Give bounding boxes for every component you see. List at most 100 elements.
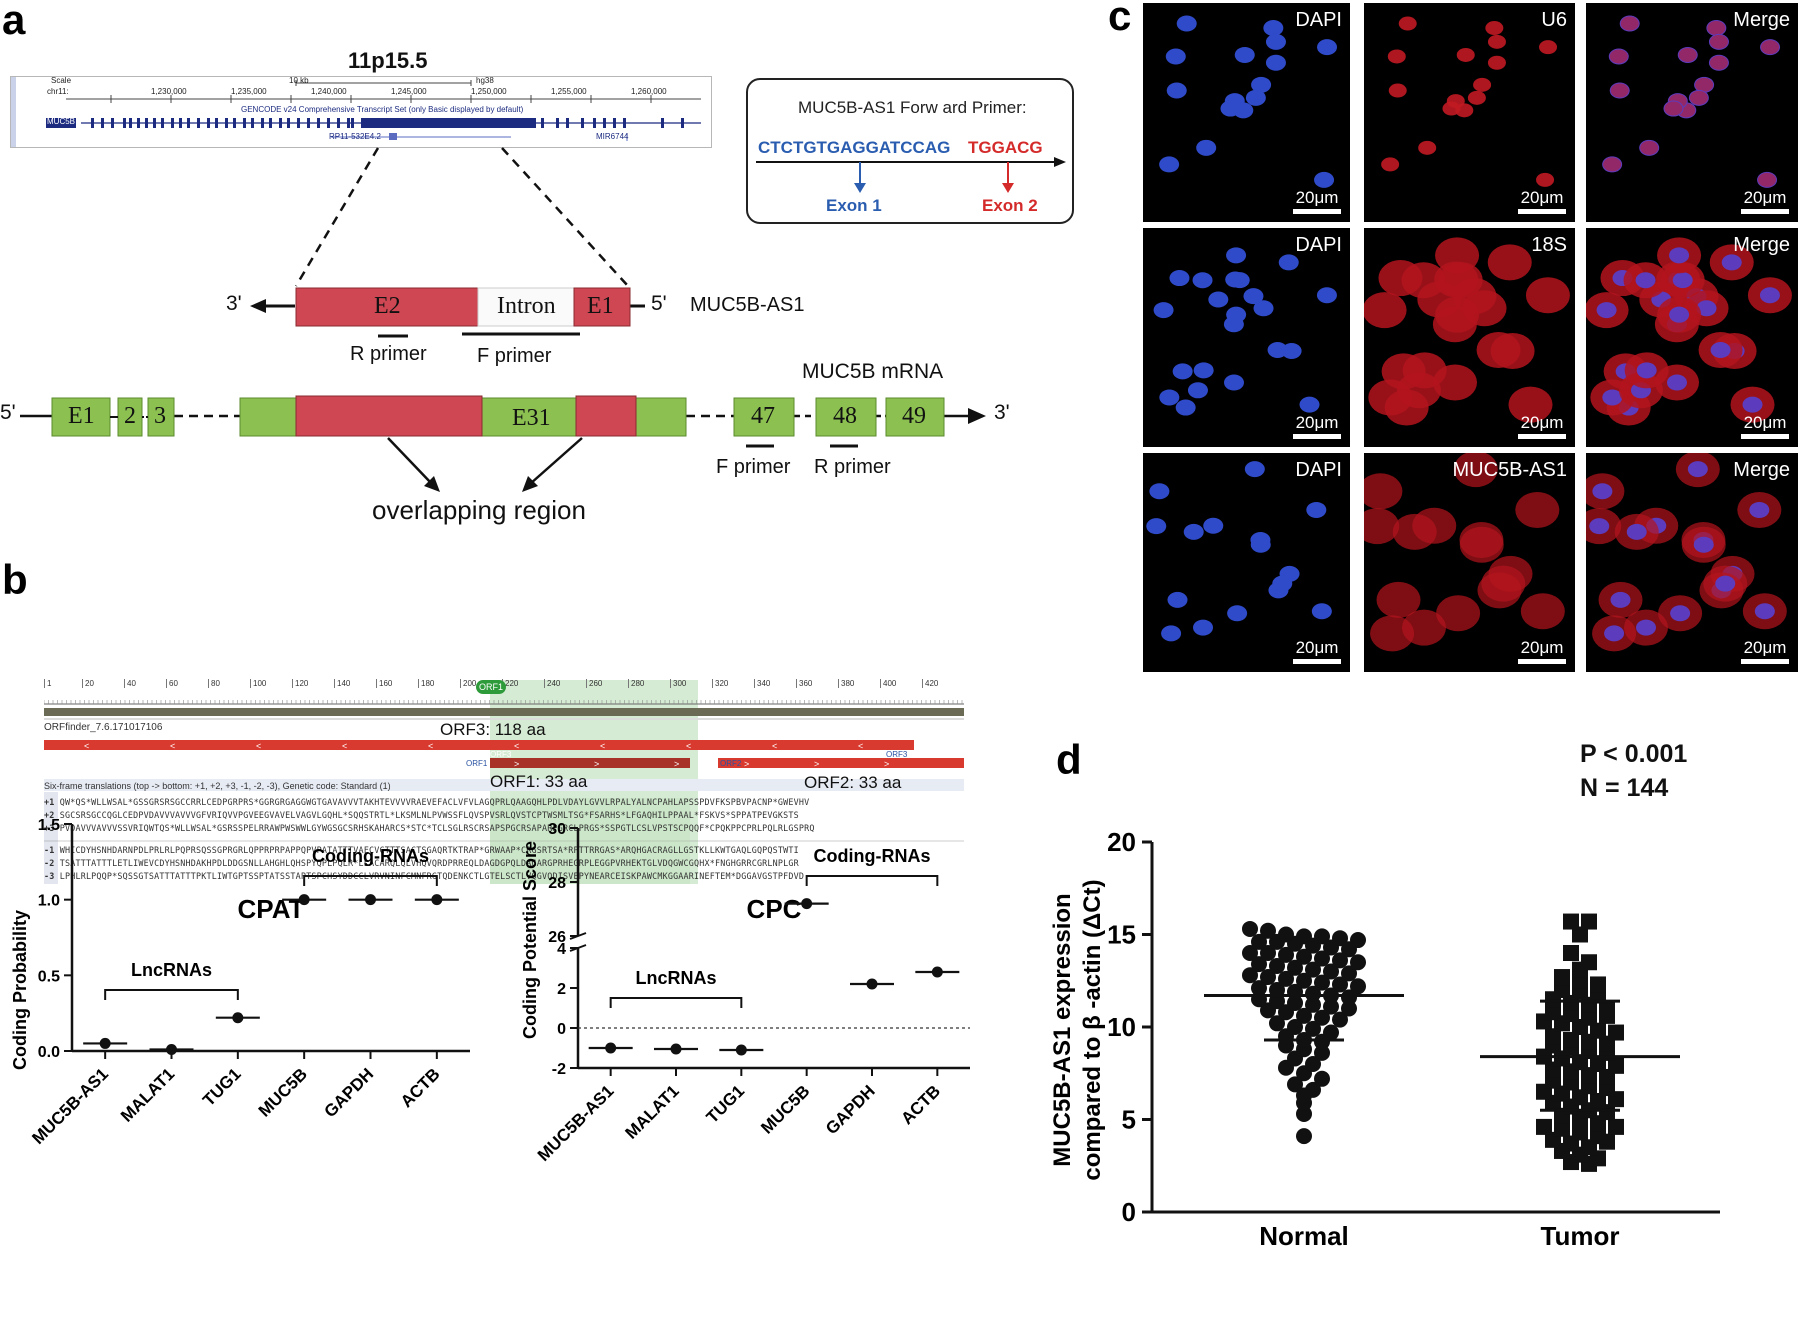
cytoplasm-signal (1376, 581, 1421, 618)
nucleus (1234, 46, 1255, 63)
cytoplasm-signal (1515, 491, 1560, 528)
frame-label-p1: +1 (44, 797, 55, 807)
normal-point (1323, 998, 1339, 1015)
browser-exon-9 (171, 118, 174, 128)
ruler-tick-label: 300 (670, 679, 686, 688)
micro-panel-18s-r2: 18S 20μm (1364, 228, 1575, 447)
orf1-tag[interactable]: ORF1 (466, 759, 488, 768)
nucleus (1223, 374, 1244, 391)
nucleus (1742, 396, 1763, 413)
orf2-tag[interactable]: ORF2 (720, 759, 742, 768)
orf3-tag[interactable]: ORF3 (886, 750, 908, 759)
as1-e1: E1 (587, 293, 614, 319)
nuclear-signal (1456, 47, 1475, 62)
frame-seq-m1: WHICDYHSNHDARNPDLPRLRLPQPRSQSSGPRGRLQPPR… (59, 845, 799, 855)
normal-point (1332, 930, 1348, 947)
orf1-badge[interactable]: ORF1 (476, 680, 506, 694)
normal-point (1314, 1044, 1330, 1061)
y-tick-label: 0 (1122, 1197, 1136, 1227)
browser-exon-12 (197, 118, 200, 128)
primer-seq-exon1: CTCTGTGAGGATCCAG (758, 138, 951, 157)
nucleus (1299, 396, 1320, 413)
data-point (670, 1043, 682, 1055)
cytoplasm-signal (1487, 244, 1532, 281)
ruler-tick-label: 420 (922, 679, 938, 688)
orf1-direction-arrow: > (674, 759, 679, 769)
scale-bar-label: 20μm (1743, 413, 1787, 432)
scale-bar-label: 20μm (1520, 638, 1564, 657)
ruler-tick-label: 280 (628, 679, 644, 688)
normal-point (1296, 1128, 1312, 1145)
nucleus (1167, 591, 1188, 608)
normal-point (1341, 989, 1357, 1006)
micro-image (1364, 453, 1565, 652)
ruler-tick-label: 120 (292, 679, 308, 688)
scale-bar-line (1741, 659, 1789, 664)
orf3-inline-tag: ORF3 (490, 750, 512, 759)
as1-intron: Intron (497, 293, 556, 319)
y-tick-label: 1.0 (38, 893, 60, 910)
nucleus (1169, 270, 1190, 287)
micro-panel-dapi-r3: DAPI 20μm (1143, 453, 1350, 672)
normal-point (1260, 922, 1276, 939)
browser-exon-2 (111, 118, 114, 128)
normal-point (1314, 928, 1330, 945)
ruler-tick-label: 140 (334, 679, 350, 688)
y-axis-label-line1: MUC5B-AS1 expression (1049, 893, 1076, 1166)
mrna-r-primer: R primer (814, 456, 891, 478)
nuclear-signal (1473, 77, 1492, 92)
normal-point (1341, 1000, 1357, 1017)
pos-7: 1,260,000 (631, 87, 667, 96)
browser-exon-14 (215, 118, 218, 128)
orf2-direction-arrow: > (814, 759, 819, 769)
tumor-point (1563, 1031, 1579, 1048)
scale-bar-line (1293, 434, 1341, 439)
y-tick-label: 26 (548, 929, 566, 946)
browser-exon-31 (556, 118, 559, 128)
normal-point (1287, 959, 1303, 976)
nucleus (1314, 171, 1335, 188)
scale-bar: 20μm (1740, 638, 1790, 664)
normal-point (1296, 1007, 1312, 1024)
ruler-labels: 1 20 40 60 80 100 120 140 160 180 200 220 240 260 280 3… (44, 679, 964, 704)
chart-ylabel: Coding Potential Score (520, 841, 540, 1039)
normal-point (1287, 1076, 1303, 1093)
nuclear-signal (1689, 90, 1708, 105)
gene-structure-diagram (20, 147, 986, 492)
frame-seq-p2: SGCSRSGCCQGLCEDPVDAVVVAVVVGFVRIQVVPGVEEG… (59, 810, 799, 820)
nuclear-signal (1707, 21, 1726, 36)
genome-browser-graphic (11, 77, 701, 147)
normal-point (1296, 972, 1312, 989)
frame-label-p3: +3 (44, 823, 55, 833)
nucleus (1636, 619, 1657, 636)
ruler-tick-label: 380 (838, 679, 854, 688)
data-point (931, 966, 943, 978)
as1-r-primer: R primer (350, 343, 427, 365)
mrna-f-primer: F primer (716, 456, 791, 478)
normal-point (1305, 996, 1321, 1013)
y-tick-label: 0.5 (38, 968, 60, 985)
ruler-tick-label: 60 (166, 679, 178, 688)
browser-exon-13 (207, 118, 210, 128)
normal-point (1296, 928, 1312, 945)
scale-bar-line (1518, 434, 1566, 439)
nuclear-signal (1418, 140, 1437, 155)
nuclear-signal (1620, 16, 1639, 31)
panel-label-b: b (2, 556, 28, 603)
x-tick-label: GAPDH (320, 1064, 377, 1121)
frame-label-p2: +2 (44, 810, 55, 820)
cytoplasm-signal (1364, 292, 1407, 329)
nucleus (1251, 76, 1272, 93)
pos-5: 1,250,000 (471, 87, 507, 96)
data-point (232, 1012, 244, 1024)
as1-f-primer: F primer (477, 345, 552, 367)
cytoplasm-signal (1459, 526, 1504, 563)
nuclear-signal (1758, 172, 1777, 187)
normal-point (1242, 967, 1258, 984)
browser-exon-3 (123, 118, 126, 128)
chart-title: CPC (747, 894, 802, 924)
tumor-point (1581, 913, 1597, 930)
normal-point (1278, 970, 1294, 987)
browser-exon-29 (351, 118, 354, 128)
